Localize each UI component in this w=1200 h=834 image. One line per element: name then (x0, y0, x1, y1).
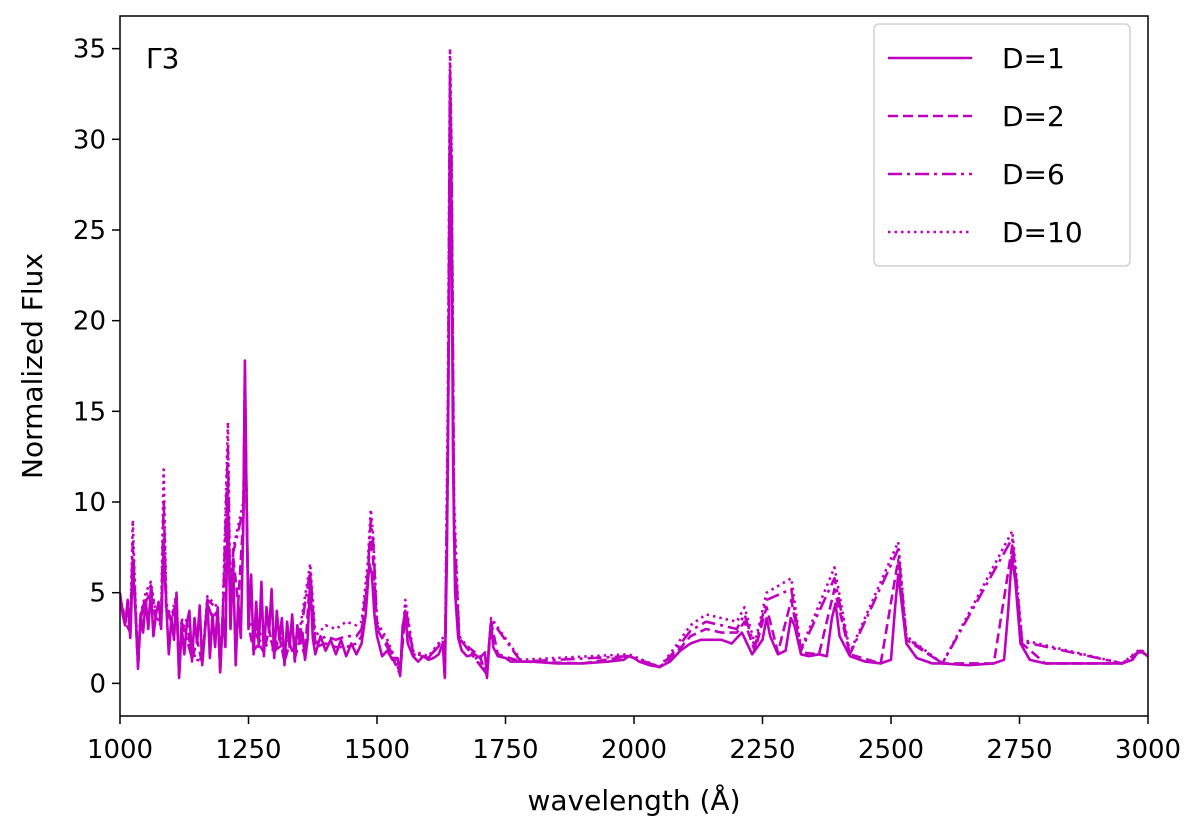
x-tick-label: 3000 (1115, 735, 1181, 765)
legend-entry-label: D=6 (1002, 158, 1065, 191)
x-tick-label: 2500 (858, 735, 924, 765)
plot-lines (120, 47, 1148, 680)
y-tick-label: 10 (73, 488, 106, 518)
legend-entry-label: D=2 (1002, 100, 1065, 133)
x-tick-label: 2750 (986, 735, 1052, 765)
x-tick-label: 2250 (729, 735, 795, 765)
x-axis-label: wavelength (Å) (527, 783, 740, 817)
x-tick-label: 1500 (344, 735, 410, 765)
panel-annotation: Γ3 (146, 42, 179, 75)
x-tick-label: 1250 (215, 735, 281, 765)
y-tick-label: 25 (73, 216, 106, 246)
legend-entry-label: D=1 (1002, 42, 1065, 75)
y-tick-label: 15 (73, 397, 106, 427)
y-tick-label: 20 (73, 307, 106, 337)
x-axis: 1000 1250 1500 1750 2000 2250 2500 2750 3000 (87, 716, 1181, 765)
series-line-d10 (120, 47, 1148, 674)
y-tick-label: 0 (89, 669, 106, 699)
legend-frame (873, 23, 1131, 267)
series-line-d1 (120, 83, 1148, 680)
series-line-d2 (120, 101, 1148, 678)
x-tick-label: 1750 (472, 735, 538, 765)
y-axis: 0 5 10 15 20 25 30 35 (73, 35, 120, 699)
y-tick-label: 30 (73, 125, 106, 155)
y-tick-label: 5 (89, 579, 106, 609)
y-axis-label: Normalized Flux (16, 253, 49, 479)
legend-entry-label: D=10 (1002, 216, 1083, 249)
y-tick-label: 35 (73, 35, 106, 65)
x-tick-label: 2000 (601, 735, 667, 765)
legend: D=1 D=2 D=6 D=10 (873, 23, 1131, 267)
x-tick-label: 1000 (87, 735, 153, 765)
